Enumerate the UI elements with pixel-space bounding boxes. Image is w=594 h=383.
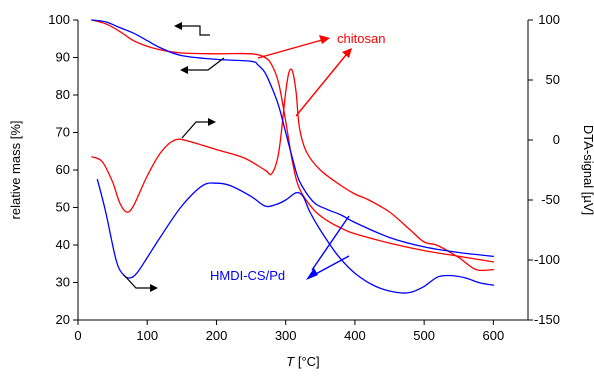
- y-right-tick-label: 100: [538, 12, 560, 27]
- axes-layer: 0 100 200 300 400 500 6002030405060708090100-1…: [8, 12, 594, 369]
- series-line-chitosan-mass: [91, 19, 495, 263]
- y-right-tick-label: -150: [534, 312, 560, 327]
- hmdi-label: HMDI-CS/Pd: [210, 268, 285, 283]
- arrow-dta-chitosan: [181, 118, 216, 139]
- x-axis-title: T [°C]: [286, 354, 319, 369]
- arrow-dta-hmdi: [123, 274, 158, 292]
- y-left-tick-label: 80: [56, 87, 70, 102]
- y-left-tick-label: 90: [56, 50, 70, 65]
- x-tick-label: 0: [74, 328, 81, 343]
- y-right-tick-label: 50: [546, 72, 560, 87]
- x-tick-label: 200: [206, 328, 228, 343]
- x-tick-label: 300: [275, 328, 297, 343]
- series-line-hmdi-cs-pd-mass: [91, 19, 495, 257]
- series-line-chitosan-dta: [91, 68, 495, 272]
- y-left-tick-label: 40: [56, 237, 70, 252]
- series-line-hmdi-cs-pd-dta: [96, 178, 495, 294]
- y-right-tick-label: -100: [534, 252, 560, 267]
- y-axis-right-title: DTA-signal [µV]: [581, 125, 594, 215]
- y-right-tick-label: 0: [553, 132, 560, 147]
- arrow-mass-chitosan: [174, 22, 210, 36]
- y-left-tick-label: 70: [56, 125, 70, 140]
- annotation-layer: chitosan HMDI-CS/Pd: [123, 22, 385, 292]
- x-tick-label: 600: [483, 328, 505, 343]
- chitosan-label: chitosan: [337, 31, 385, 46]
- y-left-tick-label: 100: [48, 12, 70, 27]
- y-left-tick-label: 50: [56, 200, 70, 215]
- series-layer: [91, 19, 495, 294]
- y-right-tick-label: -50: [541, 192, 560, 207]
- y-left-tick-label: 60: [56, 162, 70, 177]
- x-tick-label: 500: [413, 328, 435, 343]
- arrow-mass-hmdi: [180, 57, 225, 74]
- hmdi-pointer-arrows: [306, 215, 350, 280]
- y-left-tick-label: 20: [56, 312, 70, 327]
- y-axis-left-title: relative mass [%]: [8, 121, 23, 220]
- y-left-tick-label: 30: [56, 275, 70, 290]
- chitosan-pointer-arrows: [257, 35, 352, 117]
- x-tick-label: 400: [344, 328, 366, 343]
- x-tick-label: 100: [136, 328, 158, 343]
